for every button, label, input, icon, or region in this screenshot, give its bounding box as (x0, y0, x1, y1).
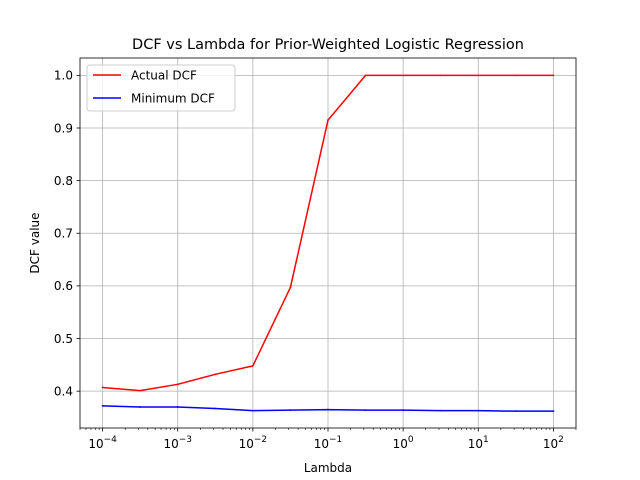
y-tick-label: 0.4 (54, 384, 73, 398)
y-tick-label: 0.9 (54, 121, 73, 135)
plot-lines (101, 74, 555, 413)
data-point-minimum-dcf (139, 406, 142, 408)
data-point-actual-dcf (477, 74, 480, 77)
x-tick-label: 10−3 (163, 435, 192, 451)
data-point-minimum-dcf (327, 408, 329, 411)
data-point-actual-dcf (101, 386, 104, 389)
data-point-minimum-dcf (514, 410, 517, 413)
y-tick-label: 0.7 (54, 227, 73, 241)
data-point-actual-dcf (514, 74, 517, 77)
x-tick-label: 10−4 (88, 435, 117, 451)
data-point-minimum-dcf (214, 407, 217, 410)
y-tick-label: 0.5 (54, 332, 73, 346)
grid (80, 58, 576, 428)
y-tick-label: 0.8 (54, 174, 73, 188)
legend: Actual DCF Minimum DCF (86, 64, 236, 112)
data-point-actual-dcf (139, 389, 142, 392)
data-point-minimum-dcf (289, 409, 292, 412)
x-tick-label: 100 (393, 435, 414, 451)
data-point-actual-dcf (327, 119, 329, 122)
y-tick-label: 1.0 (54, 69, 73, 83)
data-point-actual-dcf (552, 74, 555, 77)
data-point-minimum-dcf (402, 409, 405, 412)
data-point-minimum-dcf (552, 410, 555, 413)
legend-label-actual-dcf: Actual DCF (131, 69, 197, 83)
y-axis-label: DCF value (28, 212, 42, 273)
data-point-minimum-dcf (101, 404, 104, 407)
x-tick-label: 10−1 (314, 435, 343, 451)
data-point-minimum-dcf (439, 409, 442, 412)
chart-title: DCF vs Lambda for Prior-Weighted Logisti… (132, 37, 524, 53)
data-point-actual-dcf (289, 286, 292, 289)
data-point-minimum-dcf (251, 409, 254, 412)
legend-label-minimum-dcf: Minimum DCF (131, 92, 215, 106)
data-point-actual-dcf (214, 373, 217, 376)
x-tick-label: 102 (543, 435, 564, 451)
data-point-minimum-dcf (176, 406, 179, 408)
data-point-minimum-dcf (477, 409, 480, 412)
data-point-actual-dcf (251, 364, 254, 367)
data-point-actual-dcf (364, 74, 367, 77)
y-tick-label: 0.6 (54, 279, 73, 293)
x-axis-label: Lambda (304, 461, 352, 475)
legend-box (86, 64, 236, 112)
data-point-actual-dcf (176, 383, 179, 386)
x-tick-label: 101 (468, 435, 489, 451)
x-axis-ticks: 10−4 10−3 10−2 10−1 100 101 102 (79, 428, 577, 451)
y-axis-ticks: 0.4 0.5 0.6 0.7 0.8 0.9 1.0 (54, 69, 80, 398)
data-point-minimum-dcf (364, 409, 367, 412)
x-tick-label: 10−2 (239, 435, 268, 451)
data-point-actual-dcf (439, 74, 442, 77)
data-point-actual-dcf (402, 74, 405, 77)
